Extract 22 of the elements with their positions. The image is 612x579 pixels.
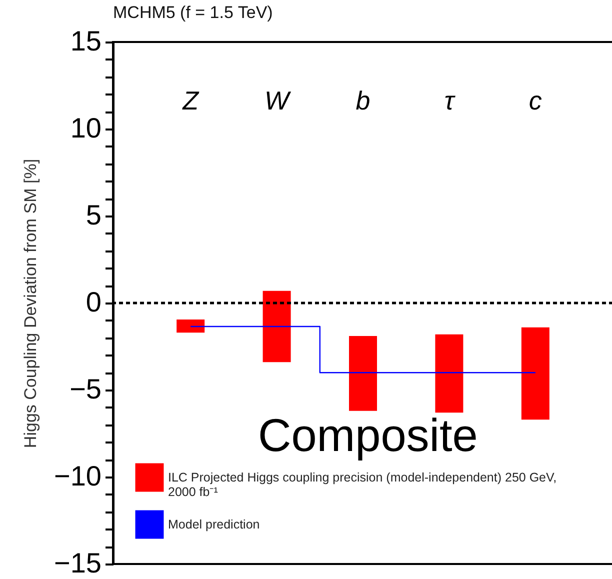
bar xyxy=(521,327,550,420)
x-tick-label: W xyxy=(264,86,292,116)
bar xyxy=(349,336,377,411)
x-tick-label: τ xyxy=(444,86,456,116)
y-tick-label: 5 xyxy=(86,200,102,230)
bar xyxy=(176,320,205,333)
y-tick-label: −5 xyxy=(70,374,102,404)
legend-label: Model prediction xyxy=(168,518,260,532)
y-tick-label: 10 xyxy=(70,112,102,144)
bar xyxy=(435,334,464,413)
chart-title: MCHM5 (f = 1.5 TeV) xyxy=(113,3,273,22)
x-tick-label: c xyxy=(528,86,542,116)
x-tick-label: Z xyxy=(182,86,200,116)
legend-label: ILC Projected Higgs coupling precision (model-independent) 250 GeV, 2000 fb⁻¹ xyxy=(168,470,557,499)
bar xyxy=(262,290,291,362)
y-tick-label: −10 xyxy=(54,460,102,492)
annotation: Composite xyxy=(258,408,478,462)
x-tick-label: b xyxy=(356,86,370,116)
y-tick-label: 15 xyxy=(70,26,102,56)
y-tick-label: 0 xyxy=(86,286,102,318)
y-axis-title: Higgs Coupling Deviation from SM [%] xyxy=(21,158,40,448)
y-tick-label: −15 xyxy=(54,548,102,578)
